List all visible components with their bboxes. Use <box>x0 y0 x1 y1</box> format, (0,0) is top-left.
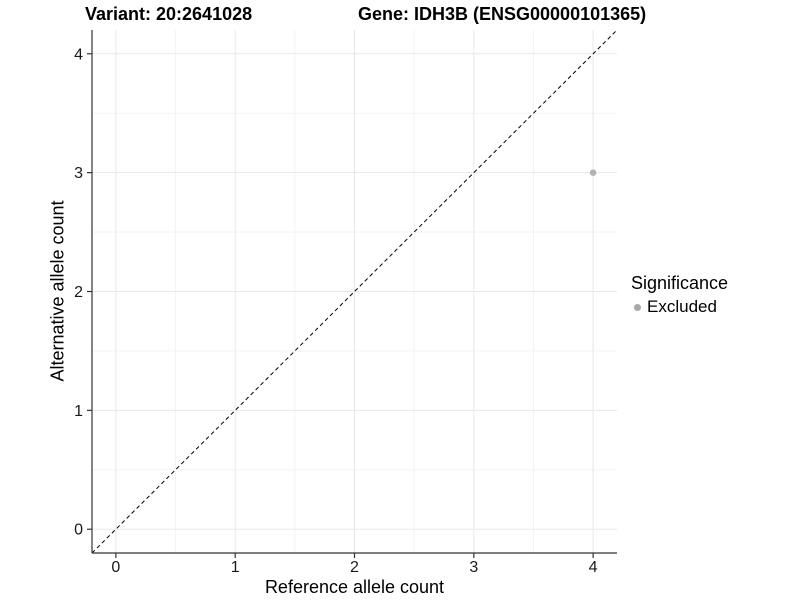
x-tick-label: 4 <box>589 559 598 576</box>
identity-line <box>91 29 618 554</box>
y-tick-label: 3 <box>74 165 83 182</box>
x-tick-label: 2 <box>350 559 359 576</box>
legend-item-excluded: Excluded <box>634 297 728 317</box>
legend: Significance Excluded <box>631 273 728 317</box>
y-tick-label: 0 <box>74 522 83 539</box>
x-tick-label: 1 <box>231 559 240 576</box>
y-tick-label: 2 <box>74 284 83 301</box>
y-tick-label: 1 <box>74 403 83 420</box>
legend-point-icon <box>634 303 641 311</box>
variant-title: Variant: 20:2641028 <box>85 4 253 24</box>
x-tick-label: 3 <box>469 559 478 576</box>
y-tick-label: 4 <box>74 46 83 63</box>
x-axis-title: Reference allele count <box>264 577 445 597</box>
data-point <box>589 169 597 176</box>
y-axis-title: Alternative allele count <box>47 200 68 382</box>
x-tick-label: 0 <box>111 559 120 576</box>
gene-title: Gene: IDH3B (ENSG00000101365) <box>358 4 647 24</box>
legend-title: Significance <box>631 273 729 293</box>
legend-item-label: Excluded <box>647 297 717 316</box>
